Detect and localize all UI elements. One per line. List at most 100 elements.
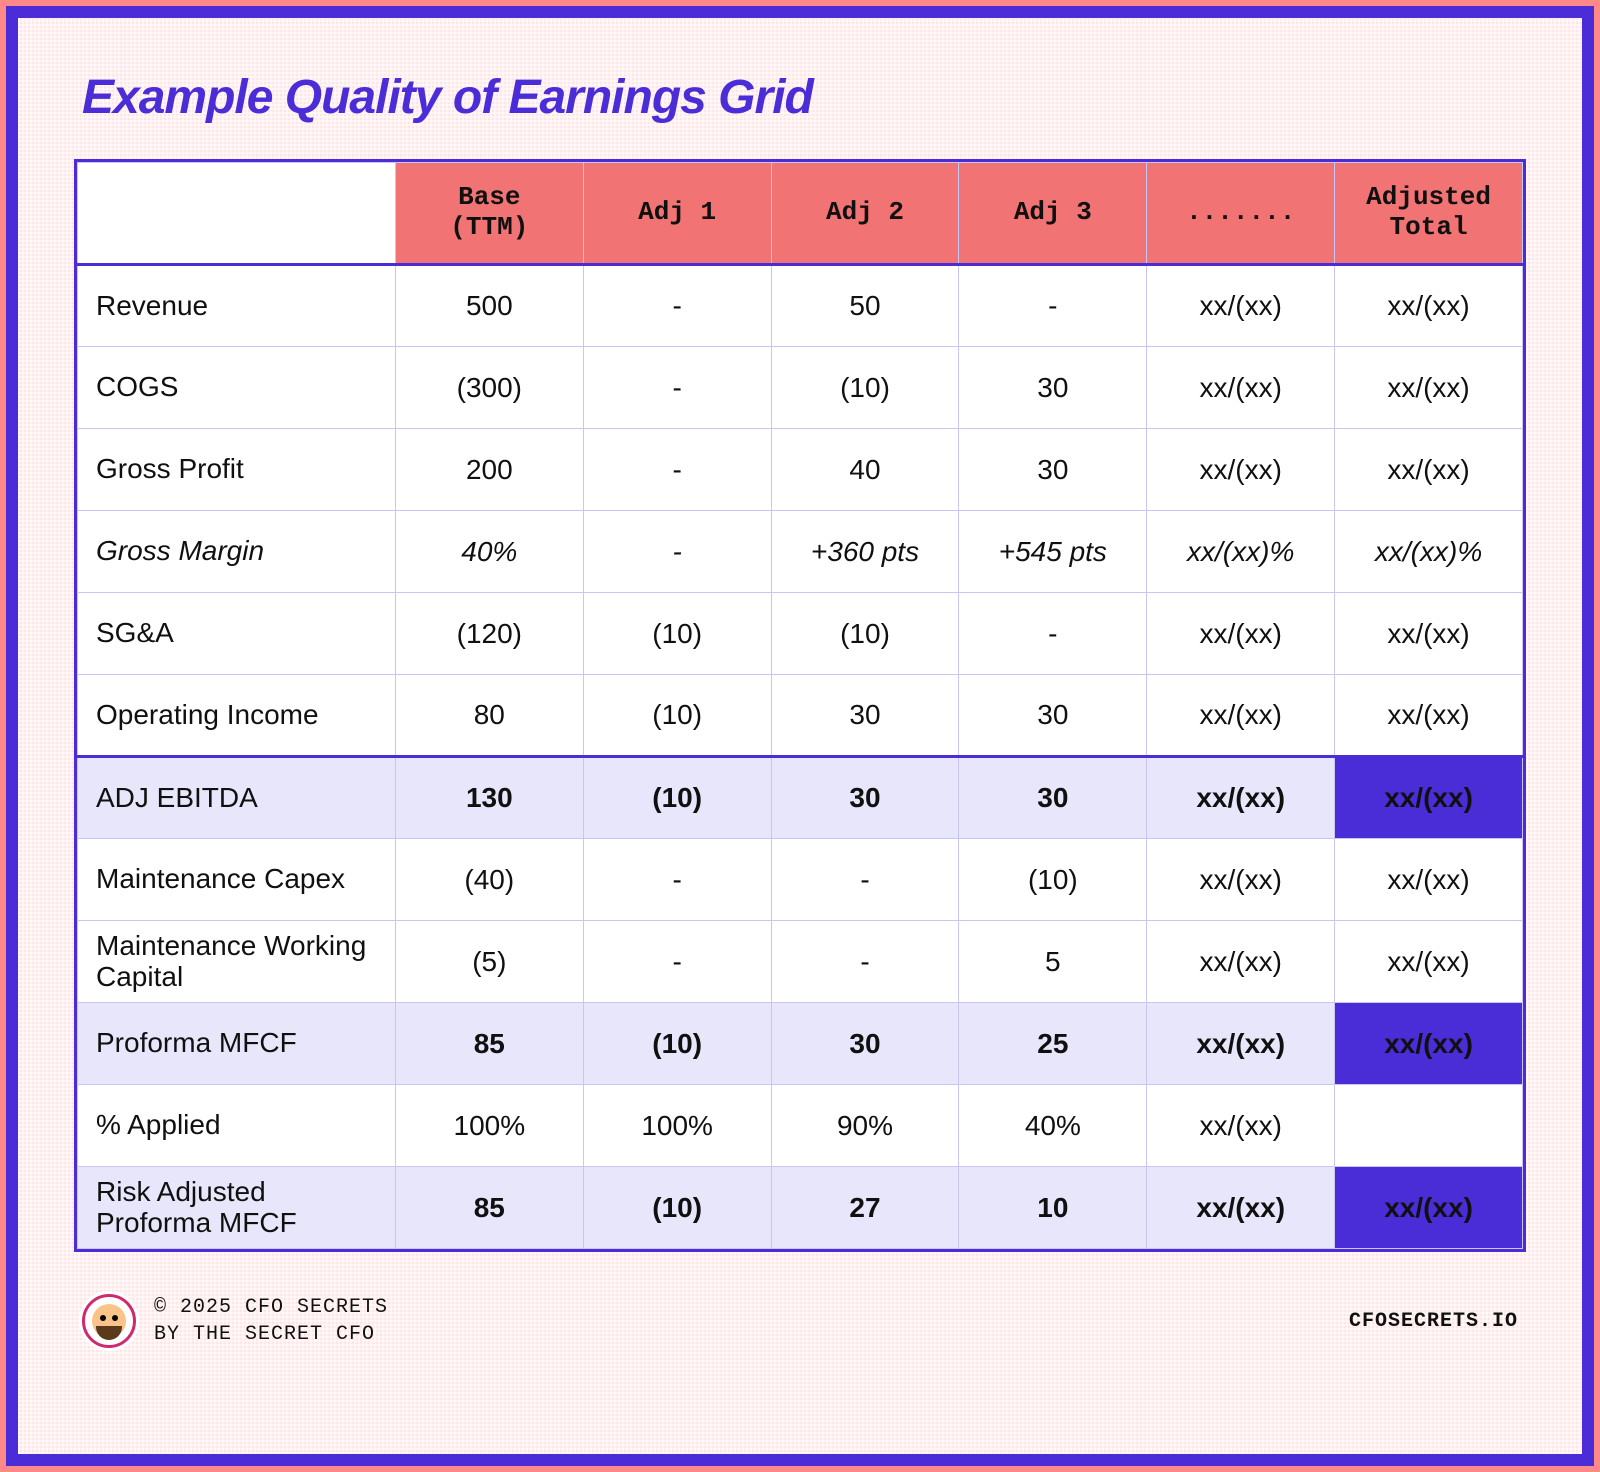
cell: 30 [771, 757, 959, 839]
cell: (10) [583, 1167, 771, 1249]
cell: (10) [771, 593, 959, 675]
cell: xx/(xx) [1147, 1003, 1335, 1085]
cell: xx/(xx) [1335, 593, 1523, 675]
cell: (10) [583, 757, 771, 839]
table-row: Revenue500-50-xx/(xx)xx/(xx) [78, 265, 1523, 347]
cell: 80 [395, 675, 583, 757]
header-row: Base(TTM) Adj 1 Adj 2 Adj 3 ....... Adju… [78, 163, 1523, 265]
cell: - [771, 921, 959, 1003]
row-label: Gross Margin [78, 511, 396, 593]
cell: (120) [395, 593, 583, 675]
row-label: Operating Income [78, 675, 396, 757]
cell: xx/(xx) [1335, 757, 1523, 839]
cell: xx/(xx) [1147, 265, 1335, 347]
cell: xx/(xx) [1147, 675, 1335, 757]
cell: 5 [959, 921, 1147, 1003]
cell: (10) [771, 347, 959, 429]
row-label: Maintenance Working Capital [78, 921, 396, 1003]
cell: +360 pts [771, 511, 959, 593]
cell: (10) [583, 593, 771, 675]
cell: xx/(xx) [1147, 839, 1335, 921]
cell: 100% [583, 1085, 771, 1167]
table-row: Maintenance Working Capital(5)--5xx/(xx)… [78, 921, 1523, 1003]
byline: BY THE SECRET CFO [154, 1321, 388, 1348]
cell: - [583, 429, 771, 511]
cell: xx/(xx) [1147, 757, 1335, 839]
row-label: COGS [78, 347, 396, 429]
col-header-base: Base(TTM) [395, 163, 583, 265]
cell: - [583, 265, 771, 347]
table-row: Operating Income80(10)3030xx/(xx)xx/(xx) [78, 675, 1523, 757]
cell: 90% [771, 1085, 959, 1167]
col-header-total: AdjustedTotal [1335, 163, 1523, 265]
avatar-icon [82, 1294, 136, 1348]
cell: xx/(xx) [1335, 675, 1523, 757]
cell: (300) [395, 347, 583, 429]
cell: (10) [583, 675, 771, 757]
cell: 30 [959, 675, 1147, 757]
row-label: SG&A [78, 593, 396, 675]
cell: - [771, 839, 959, 921]
cell: (10) [583, 1003, 771, 1085]
col-header-adj1: Adj 1 [583, 163, 771, 265]
table-row: % Applied100%100%90%40%xx/(xx) [78, 1085, 1523, 1167]
table-row: Proforma MFCF85(10)3025xx/(xx)xx/(xx) [78, 1003, 1523, 1085]
cell: xx/(xx) [1335, 347, 1523, 429]
row-label: Proforma MFCF [78, 1003, 396, 1085]
cell: xx/(xx)% [1147, 511, 1335, 593]
cell: xx/(xx) [1335, 1167, 1523, 1249]
cell: 30 [959, 347, 1147, 429]
cell: +545 pts [959, 511, 1147, 593]
cell: 85 [395, 1167, 583, 1249]
cell [1335, 1085, 1523, 1167]
cell: 40% [959, 1085, 1147, 1167]
footer: © 2025 CFO SECRETS BY THE SECRET CFO CFO… [74, 1294, 1526, 1352]
cell: 130 [395, 757, 583, 839]
site-url: CFOSECRETS.IO [1349, 1310, 1518, 1333]
cell: xx/(xx) [1335, 839, 1523, 921]
cell: xx/(xx) [1147, 921, 1335, 1003]
row-label: % Applied [78, 1085, 396, 1167]
earnings-grid: Base(TTM) Adj 1 Adj 2 Adj 3 ....... Adju… [77, 162, 1523, 1249]
cell: - [959, 593, 1147, 675]
cell: - [959, 265, 1147, 347]
cell: 30 [771, 675, 959, 757]
cell: 30 [959, 429, 1147, 511]
copyright-line: © 2025 CFO SECRETS [154, 1294, 388, 1321]
cell: 25 [959, 1003, 1147, 1085]
table-row: ADJ EBITDA130(10)3030xx/(xx)xx/(xx) [78, 757, 1523, 839]
table-row: COGS(300)-(10)30xx/(xx)xx/(xx) [78, 347, 1523, 429]
cell: 40 [771, 429, 959, 511]
cell: (5) [395, 921, 583, 1003]
cell: 85 [395, 1003, 583, 1085]
cell: - [583, 921, 771, 1003]
col-header-adj3: Adj 3 [959, 163, 1147, 265]
grid-body: Revenue500-50-xx/(xx)xx/(xx)COGS(300)-(1… [78, 265, 1523, 1249]
cell: xx/(xx) [1147, 593, 1335, 675]
cell: xx/(xx) [1335, 1003, 1523, 1085]
row-label: Gross Profit [78, 429, 396, 511]
row-label: Revenue [78, 265, 396, 347]
cell: - [583, 347, 771, 429]
cell: xx/(xx) [1335, 921, 1523, 1003]
cell: xx/(xx) [1147, 1085, 1335, 1167]
cell: xx/(xx) [1335, 429, 1523, 511]
cell: xx/(xx) [1147, 429, 1335, 511]
cell: xx/(xx) [1335, 265, 1523, 347]
col-header-more: ....... [1147, 163, 1335, 265]
cell: xx/(xx) [1147, 1167, 1335, 1249]
cell: (40) [395, 839, 583, 921]
table-row: SG&A(120)(10)(10)-xx/(xx)xx/(xx) [78, 593, 1523, 675]
cell: 27 [771, 1167, 959, 1249]
cell: xx/(xx)% [1335, 511, 1523, 593]
page-title: Example Quality of Earnings Grid [82, 70, 1526, 125]
table-row: Gross Profit200-4030xx/(xx)xx/(xx) [78, 429, 1523, 511]
cell: 50 [771, 265, 959, 347]
cell: 10 [959, 1167, 1147, 1249]
cell: 500 [395, 265, 583, 347]
row-label: ADJ EBITDA [78, 757, 396, 839]
cell: xx/(xx) [1147, 347, 1335, 429]
col-header-blank [78, 163, 396, 265]
cell: 40% [395, 511, 583, 593]
cell: 200 [395, 429, 583, 511]
